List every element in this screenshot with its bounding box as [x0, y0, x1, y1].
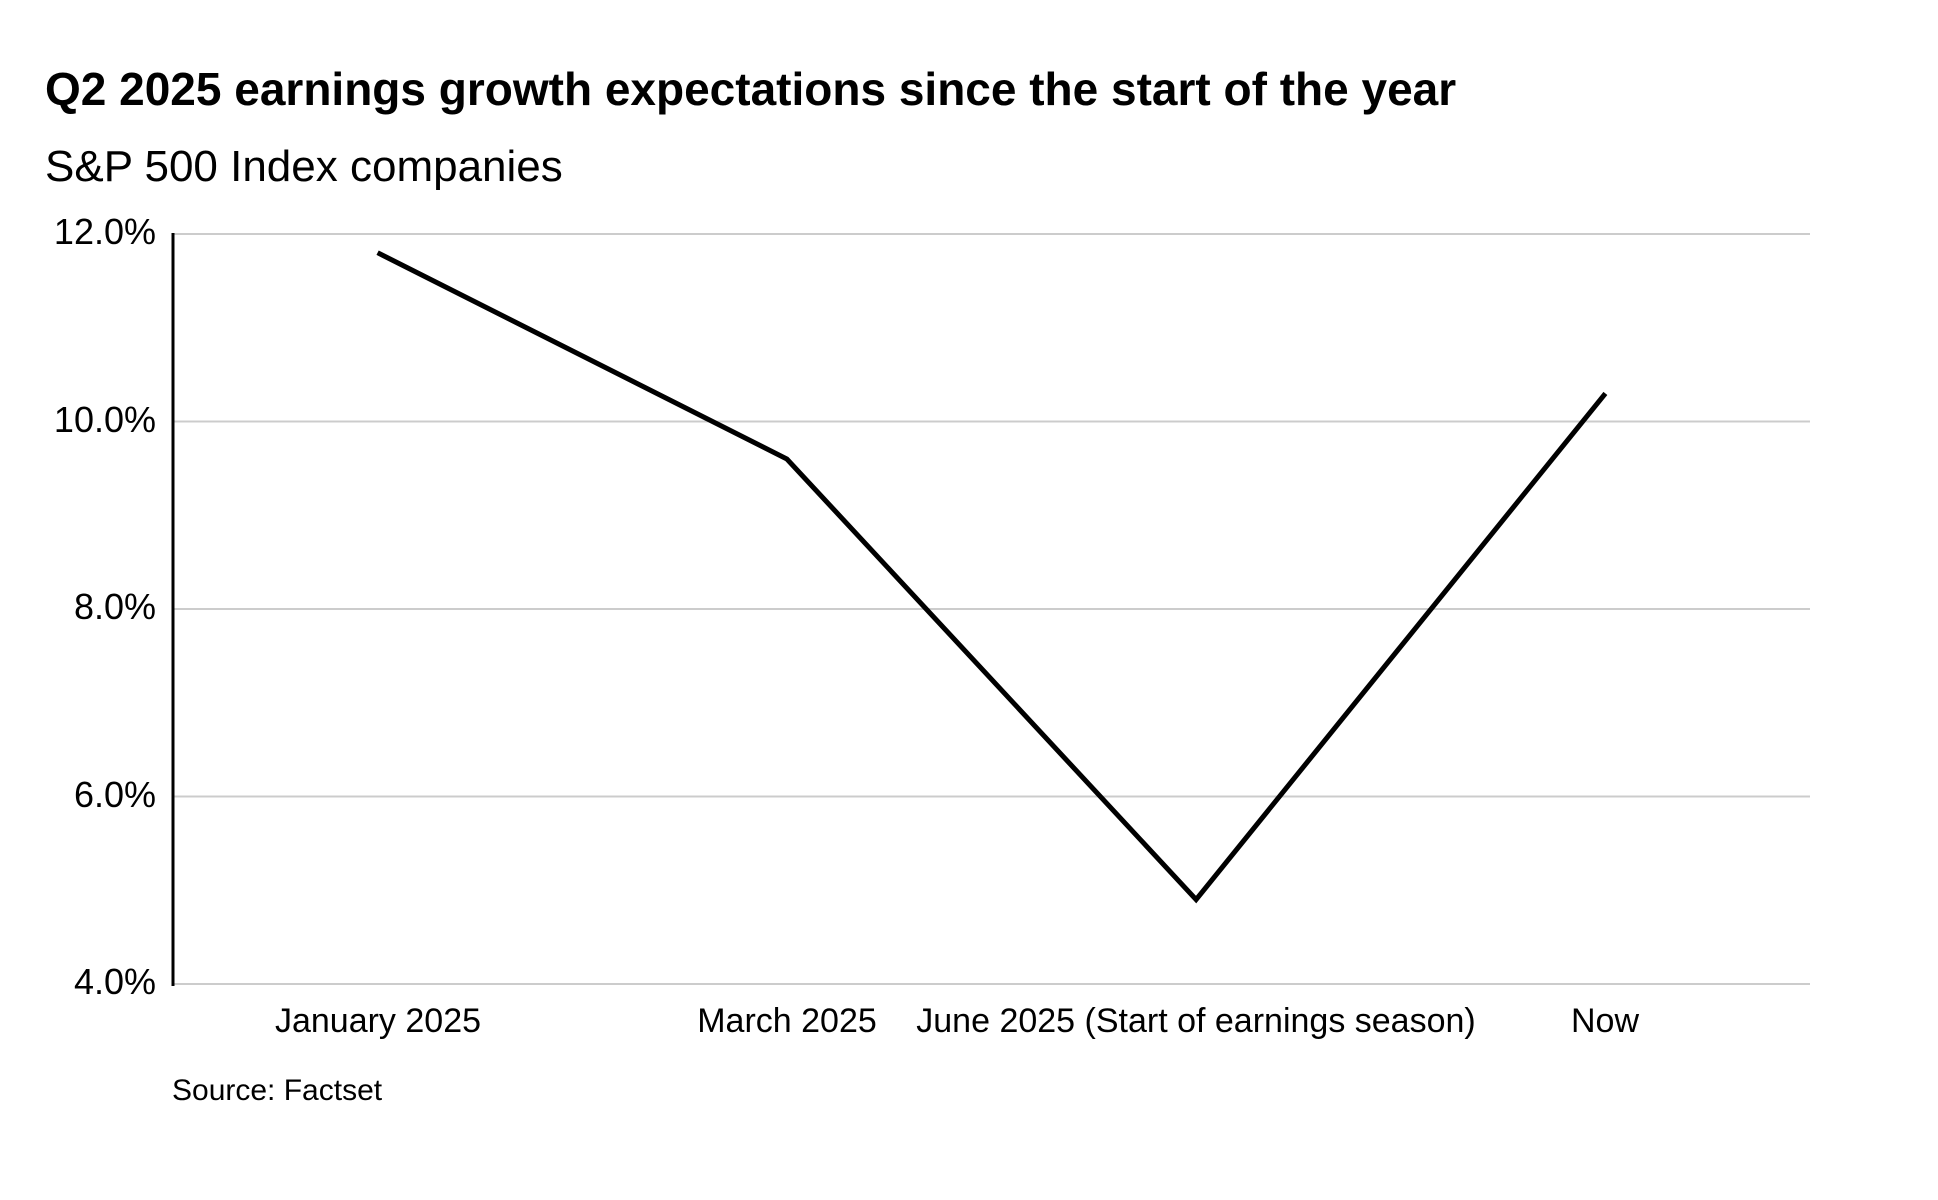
chart-subtitle: S&P 500 Index companies — [45, 142, 563, 191]
y-tick-label: 8.0% — [73, 586, 156, 627]
x-tick-label: March 2025 — [697, 1002, 877, 1040]
y-tick-label: 10.0% — [53, 399, 156, 440]
y-tick-label: 4.0% — [73, 961, 156, 1002]
chart-title: Q2 2025 earnings growth expectations sin… — [45, 63, 1457, 115]
x-tick-label: Now — [1570, 1002, 1640, 1040]
series-line — [376, 250, 1608, 904]
source-note: Source: Factset — [172, 1074, 383, 1107]
y-tick-label: 12.0% — [53, 211, 156, 252]
x-tick-label: January 2025 — [274, 1002, 482, 1040]
x-tick-label: June 2025 (Start of earnings season) — [916, 1002, 1476, 1040]
y-tick-label: 6.0% — [73, 774, 156, 815]
gridlines — [173, 233, 1810, 985]
